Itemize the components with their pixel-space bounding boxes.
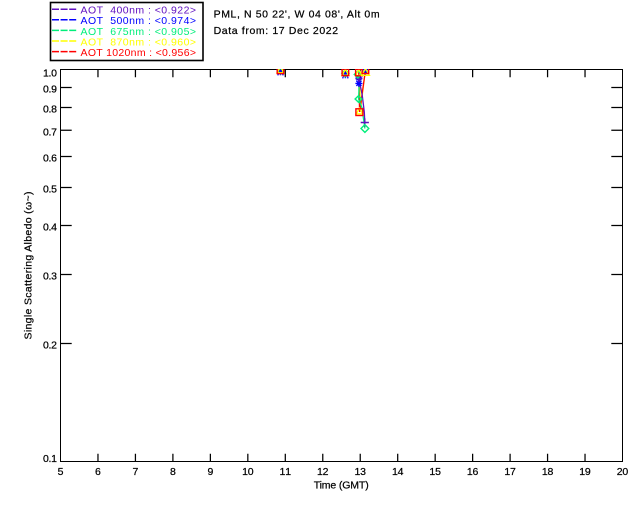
svg-text:0.7: 0.7 bbox=[43, 126, 57, 138]
svg-text:20: 20 bbox=[617, 466, 629, 478]
svg-text:0.6: 0.6 bbox=[43, 153, 57, 165]
svg-text:Time (GMT): Time (GMT) bbox=[314, 480, 369, 492]
svg-text:6: 6 bbox=[95, 466, 101, 478]
svg-text:9: 9 bbox=[207, 466, 213, 478]
svg-text:10: 10 bbox=[242, 466, 254, 478]
svg-text:0.9: 0.9 bbox=[43, 84, 57, 96]
svg-text:0.4: 0.4 bbox=[43, 222, 57, 234]
svg-text:AOT 400nm : <0.922>: AOT 400nm : <0.922> bbox=[81, 5, 197, 17]
svg-text:7: 7 bbox=[133, 466, 139, 478]
svg-text:12: 12 bbox=[317, 466, 329, 478]
svg-text:AOT 675nm : <0.905>: AOT 675nm : <0.905> bbox=[81, 26, 197, 38]
svg-text:1.0: 1.0 bbox=[43, 68, 57, 80]
svg-text:0.8: 0.8 bbox=[43, 104, 57, 116]
svg-text:0.3: 0.3 bbox=[43, 271, 57, 283]
svg-text:19: 19 bbox=[579, 466, 591, 478]
svg-text:14: 14 bbox=[392, 466, 404, 478]
svg-text:Data from: 17 Dec 2022: Data from: 17 Dec 2022 bbox=[214, 25, 339, 37]
svg-text:16: 16 bbox=[467, 466, 479, 478]
svg-text:Single Scattering Albedo (ω~): Single Scattering Albedo (ω~) bbox=[23, 192, 35, 340]
svg-text:15: 15 bbox=[429, 466, 441, 478]
svg-text:17: 17 bbox=[504, 466, 516, 478]
svg-text:AOT 500nm : <0.974>: AOT 500nm : <0.974> bbox=[81, 15, 197, 27]
svg-text:13: 13 bbox=[354, 466, 366, 478]
svg-text:11: 11 bbox=[280, 466, 292, 478]
svg-text:8: 8 bbox=[170, 466, 176, 478]
svg-text:AOT 1020nm : <0.956>: AOT 1020nm : <0.956> bbox=[81, 47, 197, 59]
svg-text:5: 5 bbox=[58, 466, 64, 478]
svg-text:18: 18 bbox=[542, 466, 554, 478]
svg-text:0.1: 0.1 bbox=[43, 453, 57, 465]
svg-text:PML, N 50 22', W 04 08', Alt 0: PML, N 50 22', W 04 08', Alt 0m bbox=[214, 8, 380, 20]
svg-text:AOT 870nm : <0.960>: AOT 870nm : <0.960> bbox=[81, 36, 197, 48]
svg-text:0.2: 0.2 bbox=[43, 340, 57, 352]
svg-text:0.5: 0.5 bbox=[43, 184, 57, 196]
